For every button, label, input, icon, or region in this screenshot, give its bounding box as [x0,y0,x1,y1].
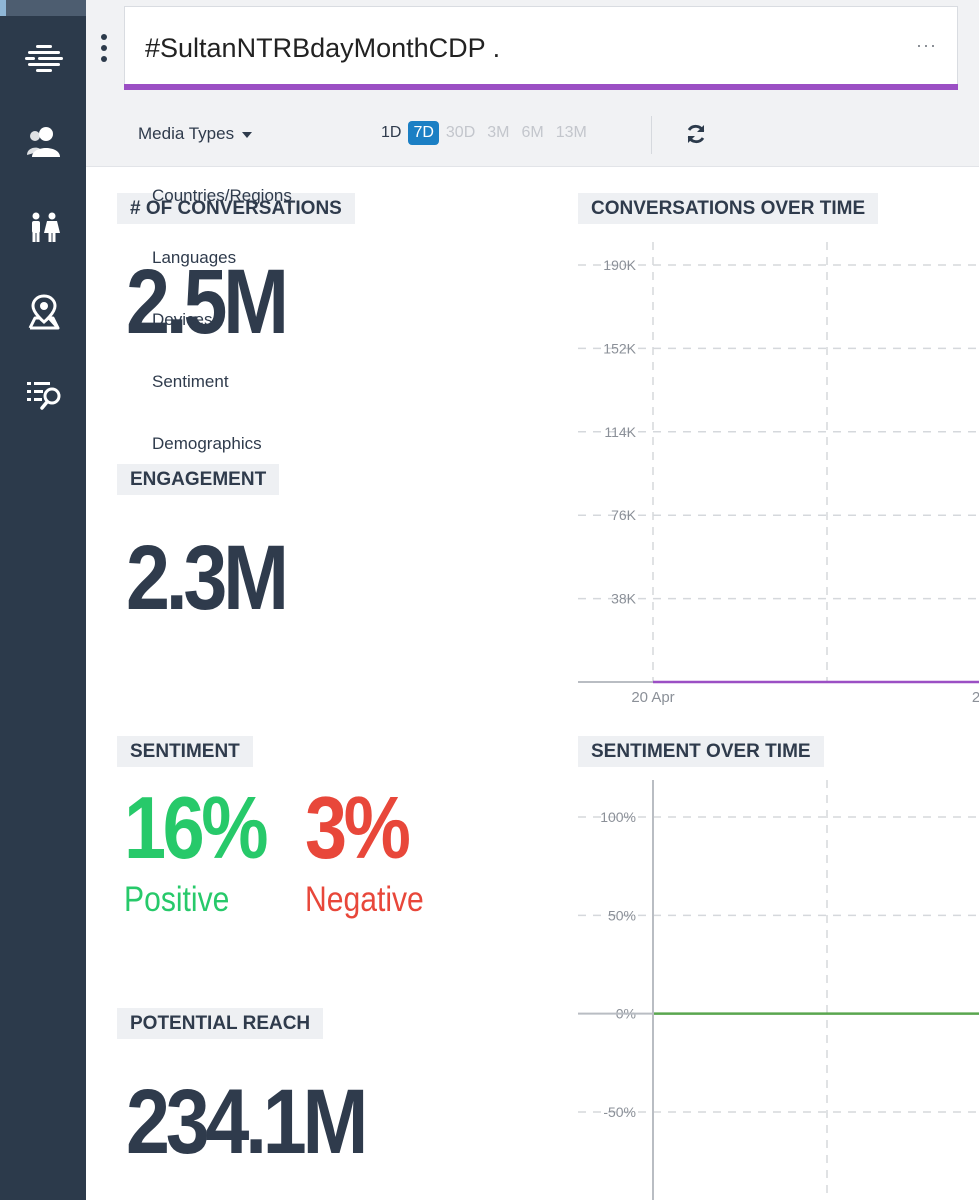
kebab-menu-icon[interactable] [97,34,111,64]
negative-sentiment-value: 3% [305,778,411,877]
y-tick-label: 114K [604,424,636,440]
chevron-down-icon [242,131,253,138]
negative-sentiment-label: Negative [305,880,424,919]
map-pin-icon[interactable] [22,290,66,334]
conversations-over-time-chart: 190K 152K 114K 76K 38K 20 Apr 2 [578,242,979,706]
y-tick-label: 38K [611,591,637,607]
conversations-chart-title: CONVERSATIONS OVER TIME [578,193,879,224]
engagement-value: 2.3M [126,527,289,629]
media-types-dropdown[interactable]: Media Types [138,124,253,144]
range-7d[interactable]: 7D [408,121,439,145]
conversations-value: 2.5M [126,251,289,353]
toolbar-divider [651,116,652,154]
y-tick-label: 100% [600,809,636,825]
y-tick-label: 50% [608,907,636,923]
sidebar [0,0,86,1200]
query-title-box[interactable]: #SultanNTRBdayMonthCDP . ··· [124,6,958,88]
potential-reach-value: 234.1M [126,1071,368,1173]
more-options-icon[interactable]: ··· [916,35,937,55]
logo-icon[interactable] [22,36,66,80]
time-range-selector: 1D 7D 30D 3M 6M 13M [376,121,594,145]
range-30d[interactable]: 30D [445,124,476,141]
conversations-label: # OF CONVERSATIONS [117,193,355,224]
sidebar-top-strip [0,0,86,16]
dropdown-item-sentiment[interactable]: Sentiment [152,372,229,391]
demographics-icon[interactable] [22,206,66,250]
dropdown-item-countries[interactable]: Countries/Regions [152,186,292,205]
dropdown-item-languages[interactable]: Languages [152,248,237,267]
positive-sentiment-label: Positive [124,880,230,919]
range-1d[interactable]: 1D [381,124,402,141]
x-tick-label: 20 Apr [631,689,674,706]
x-tick-label: 2 [972,689,979,706]
y-tick-label: -50% [603,1104,636,1120]
search-list-icon[interactable] [22,372,66,416]
dropdown-item-devices[interactable]: Devices [152,310,213,329]
dropdown-item-demographics[interactable]: Demographics [152,434,262,453]
positive-sentiment-value: 16% [124,778,269,877]
range-13m[interactable]: 13M [555,124,587,141]
sentiment-label: SENTIMENT [117,736,253,767]
potential-reach-label: POTENTIAL REACH [117,1008,324,1039]
y-tick-label: 190K [603,257,636,273]
engagement-label: ENGAGEMENT [117,464,280,495]
refresh-icon[interactable] [684,122,708,146]
sentiment-chart-title: SENTIMENT OVER TIME [578,736,824,767]
y-tick-label: 152K [603,340,636,356]
user-icon[interactable] [22,120,66,164]
range-6m[interactable]: 6M [521,124,544,141]
range-3m[interactable]: 3M [487,124,510,141]
query-title-underline [124,84,958,90]
sentiment-over-time-chart: 100%50%0%-50% [578,780,979,1200]
query-title: #SultanNTRBdayMonthCDP . [145,33,501,63]
y-tick-label: 76K [611,507,637,523]
media-types-label: Media Types [138,124,235,143]
